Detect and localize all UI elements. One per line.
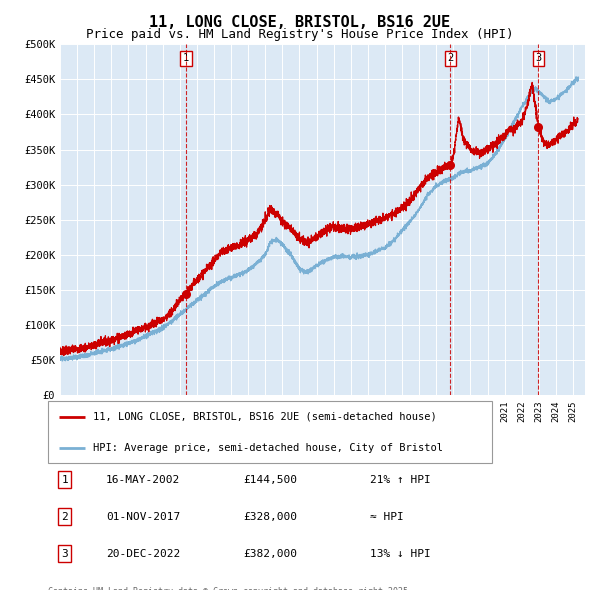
Text: 16-MAY-2002: 16-MAY-2002: [106, 474, 181, 484]
Text: £382,000: £382,000: [244, 549, 298, 559]
Text: 21% ↑ HPI: 21% ↑ HPI: [370, 474, 431, 484]
Text: 3: 3: [535, 53, 541, 63]
Text: 11, LONG CLOSE, BRISTOL, BS16 2UE (semi-detached house): 11, LONG CLOSE, BRISTOL, BS16 2UE (semi-…: [93, 412, 437, 422]
Text: £144,500: £144,500: [244, 474, 298, 484]
Text: 1: 1: [183, 53, 189, 63]
Text: 20-DEC-2022: 20-DEC-2022: [106, 549, 181, 559]
Text: 3: 3: [62, 549, 68, 559]
Text: £328,000: £328,000: [244, 512, 298, 522]
Text: 01-NOV-2017: 01-NOV-2017: [106, 512, 181, 522]
Text: 1: 1: [62, 474, 68, 484]
Text: 13% ↓ HPI: 13% ↓ HPI: [370, 549, 431, 559]
Text: ≈ HPI: ≈ HPI: [370, 512, 404, 522]
Text: 2: 2: [62, 512, 68, 522]
Text: 11, LONG CLOSE, BRISTOL, BS16 2UE: 11, LONG CLOSE, BRISTOL, BS16 2UE: [149, 15, 451, 30]
Text: Price paid vs. HM Land Registry's House Price Index (HPI): Price paid vs. HM Land Registry's House …: [86, 28, 514, 41]
Text: 2: 2: [447, 53, 454, 63]
Text: Contains HM Land Registry data © Crown copyright and database right 2025.
This d: Contains HM Land Registry data © Crown c…: [48, 587, 413, 590]
FancyBboxPatch shape: [48, 401, 491, 463]
Text: HPI: Average price, semi-detached house, City of Bristol: HPI: Average price, semi-detached house,…: [93, 442, 443, 453]
